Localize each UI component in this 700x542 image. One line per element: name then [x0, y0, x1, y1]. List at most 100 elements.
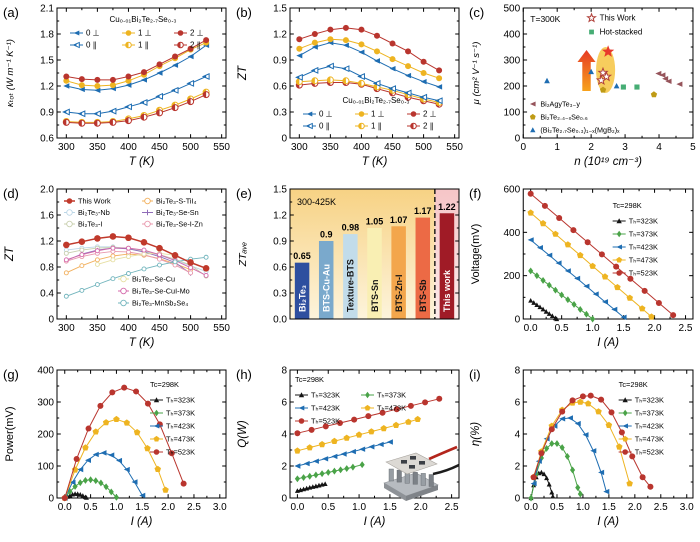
panel-a-series-0-perp — [63, 42, 210, 94]
svg-text:0.9: 0.9 — [273, 56, 287, 67]
svg-text:(e): (e) — [236, 186, 252, 201]
svg-text:1.0: 1.0 — [352, 502, 366, 513]
svg-text:Tₕ=473K: Tₕ=473K — [166, 435, 195, 444]
panel-e-bars: 0.65 Bi₂Te₃ 0.9 BTS-Cu-Au 0.98 Texture-BTS 1.0… — [293, 202, 456, 319]
svg-text:η(%): η(%) — [470, 422, 482, 446]
bar-BTS-Sn — [367, 228, 382, 319]
svg-text:300: 300 — [37, 398, 54, 409]
svg-text:Tₕ=373K: Tₕ=373K — [377, 391, 406, 400]
svg-text:n (10¹⁹ cm⁻³): n (10¹⁹ cm⁻³) — [574, 156, 642, 168]
svg-text:1.5: 1.5 — [135, 502, 149, 513]
svg-text:I (A): I (A) — [597, 337, 619, 349]
svg-text:Bi₂Te₃-Se-CuI-Mo: Bi₂Te₃-Se-CuI-Mo — [132, 287, 190, 296]
svg-text:200: 200 — [503, 271, 520, 282]
svg-text:1 ⊥: 1 ⊥ — [371, 110, 385, 119]
svg-text:350: 350 — [322, 142, 339, 153]
svg-text:300: 300 — [503, 56, 520, 67]
panel-h-axes — [289, 369, 460, 499]
svg-text:400: 400 — [37, 366, 54, 377]
svg-text:550: 550 — [213, 142, 230, 153]
svg-text:0 ⊥: 0 ⊥ — [86, 29, 100, 38]
svg-text:350: 350 — [89, 142, 106, 153]
svg-text:Hot-stacked: Hot-stacked — [600, 28, 643, 37]
svg-text:100: 100 — [37, 462, 54, 473]
panel-i-series-Th-323K — [528, 469, 556, 501]
svg-text:500: 500 — [182, 323, 199, 334]
svg-text:Cu₀.₀₁Bi₂Te₂.₇Se₀.₃: Cu₀.₀₁Bi₂Te₂.₇Se₀.₃ — [109, 15, 176, 24]
svg-text:2 ⊥: 2 ⊥ — [423, 110, 437, 119]
svg-text:1.05: 1.05 — [366, 217, 384, 227]
svg-text:(b): (b) — [236, 5, 252, 20]
svg-text:1.0: 1.0 — [109, 502, 123, 513]
svg-text:Tₕ=423K: Tₕ=423K — [629, 243, 658, 252]
panel-i-series-Th-423K — [530, 415, 610, 495]
panel-i-legend: Tc=298K Tₕ=323K Tₕ=373K Tₕ=423K Tₕ=473K Tₕ=52… — [619, 380, 664, 457]
panel-e-axes — [289, 188, 460, 320]
svg-text:1 ∥: 1 ∥ — [371, 122, 382, 131]
panel-g-tick-labels: 0.0 0.5 1.0 1.5 2.0 2.5 3.0 0 100 200 300 400 I (A) P… — [4, 366, 227, 529]
svg-text:300-425K: 300-425K — [297, 197, 336, 207]
panel-f-series-Th-523K — [527, 190, 677, 319]
svg-text:ZT: ZT — [237, 65, 249, 81]
panel-b-series-1-perp — [296, 36, 443, 82]
svg-text:Tₕ=523K: Tₕ=523K — [629, 269, 658, 278]
panel-f-chart: 0.0 0.5 1.0 1.5 2.0 2.5 0 200 400 600 I (A) Voltage… — [469, 185, 694, 349]
svg-text:0.9: 0.9 — [40, 108, 54, 119]
panel-c-series-this-work-star — [601, 45, 615, 57]
panel-a-series-1-par — [62, 88, 210, 126]
panel-b-series-2-perp — [296, 24, 443, 74]
panel-a-axes — [56, 7, 227, 139]
bar-Texture-BTS — [343, 234, 358, 319]
panel-f-series-Th-373K — [528, 267, 596, 323]
svg-text:8: 8 — [515, 366, 521, 377]
svg-text:4: 4 — [515, 430, 521, 441]
panel-d-cell: 300 350 400 450 500 550 0 0.4 0.8 1.2 1.6 2.0 T (K) Z… — [0, 181, 233, 362]
svg-text:2: 2 — [588, 142, 594, 153]
svg-text:Tc=298K: Tc=298K — [619, 380, 648, 389]
svg-text:I (A): I (A) — [597, 516, 619, 528]
svg-text:1.2: 1.2 — [40, 82, 54, 93]
svg-text:550: 550 — [446, 142, 463, 153]
bar-This work — [439, 213, 455, 319]
svg-text:ZT: ZT — [4, 246, 16, 262]
svg-text:0 ∥: 0 ∥ — [86, 41, 97, 50]
svg-text:0.6: 0.6 — [40, 134, 54, 145]
svg-text:350: 350 — [89, 323, 106, 334]
svg-text:Tc=298K: Tc=298K — [613, 201, 642, 210]
svg-text:0: 0 — [515, 315, 521, 326]
svg-text:T (K): T (K) — [129, 337, 155, 349]
svg-text:(g): (g) — [3, 367, 19, 382]
svg-text:0.0: 0.0 — [290, 502, 304, 513]
svg-text:2.0: 2.0 — [161, 502, 175, 513]
svg-text:0: 0 — [281, 134, 287, 145]
svg-text:Power(mV): Power(mV) — [4, 406, 16, 461]
svg-text:κₜₒₜ (W m⁻¹ K⁻¹): κₜₒₜ (W m⁻¹ K⁻¹) — [5, 39, 16, 107]
panel-g-cell: 0.0 0.5 1.0 1.5 2.0 2.5 3.0 0 100 200 300 400 I (A) P… — [0, 362, 233, 542]
svg-text:Tₕ=373K: Tₕ=373K — [629, 230, 658, 239]
panel-i-tick-labels: 0.0 0.5 1.0 1.5 2.0 2.5 3.0 0 2 4 6 8 I (A) η(%) — [470, 366, 694, 528]
panel-d-series-this-work — [63, 233, 210, 272]
svg-text:T (K): T (K) — [362, 156, 388, 168]
svg-text:Tₕ=323K: Tₕ=323K — [166, 396, 195, 405]
svg-text:Bi₂Te₃-Se-Sn: Bi₂Te₃-Se-Sn — [156, 208, 199, 217]
svg-text:(d): (d) — [3, 186, 19, 201]
svg-text:6: 6 — [281, 398, 287, 409]
svg-text:Bi₂Te₃: Bi₂Te₃ — [297, 285, 307, 312]
svg-text:Tₕ=423K: Tₕ=423K — [166, 422, 195, 431]
panel-g-series-Th-523K — [61, 384, 187, 501]
panel-f-series-Th-323K — [528, 297, 560, 322]
panel-a-series-2-perp — [63, 37, 210, 83]
svg-text:Bi₂Te₃-MnSb₂Se₄: Bi₂Te₃-MnSb₂Se₄ — [132, 299, 188, 308]
svg-text:Voltage(mV): Voltage(mV) — [470, 224, 482, 284]
svg-text:Tₕ=523K: Tₕ=523K — [635, 448, 664, 457]
svg-text:BTS-Sb: BTS-Sb — [418, 279, 428, 312]
panel-g-chart: 0.0 0.5 1.0 1.5 2.0 2.5 3.0 0 100 200 300 400 I (A) P… — [3, 366, 227, 529]
svg-text:(f): (f) — [469, 186, 481, 201]
panel-d-legend: This Work Bi₂Te₃-S-TiI₄ Bi₂Te₃-Nb Bi₂Te₃-Se… — [64, 197, 203, 229]
panel-i-chart: 0.0 0.5 1.0 1.5 2.0 2.5 3.0 0 2 4 6 8 I (A) η(%) Tc=29… — [469, 366, 694, 528]
svg-text:0: 0 — [520, 142, 526, 153]
svg-text:Tₕ=323K: Tₕ=323K — [635, 396, 664, 405]
svg-text:Tₕ=423K: Tₕ=423K — [311, 404, 340, 413]
panel-b-chart: 300 350 400 450 500 550 0 0.3 0.6 0.9 1.2 1.5 T (K) Z… — [236, 4, 463, 169]
panel-c-legend: Bi₂AgyTe₃₋y Bi₂Te₂.₄₋ₓSe₀.₆ (Bi₂Te₂.₇Se₀.₃… — [529, 100, 620, 135]
